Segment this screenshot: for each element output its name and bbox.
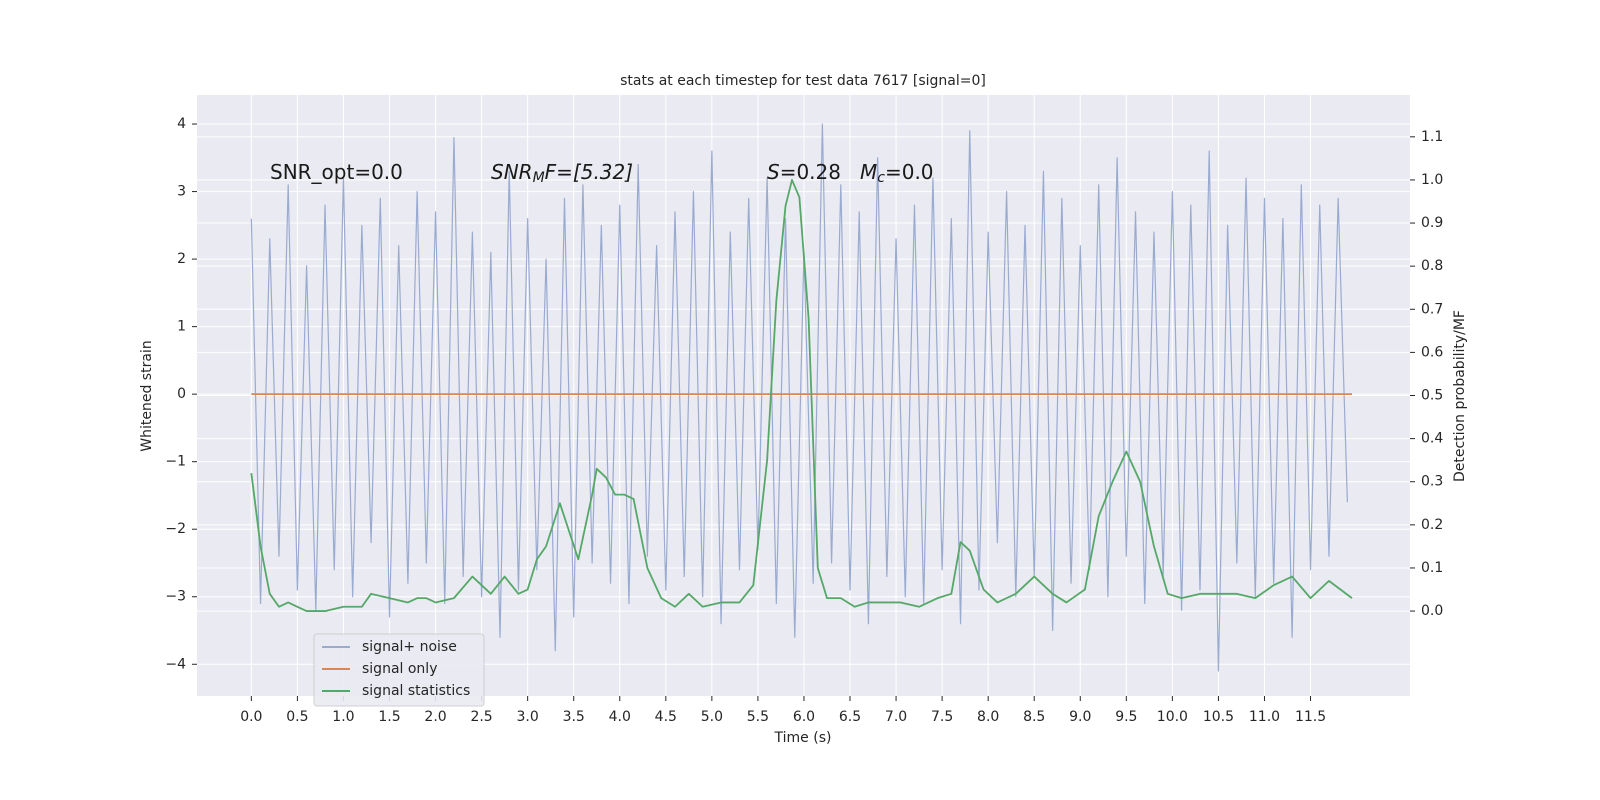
y2-tick-label: 0.1: [1421, 560, 1443, 576]
annotation-text: SNR_opt=0.0: [270, 160, 403, 184]
annotation-text: =0.28: [780, 160, 841, 184]
y2-tick-label: 0.8: [1421, 258, 1443, 274]
annotation: SNR_opt=0.0: [270, 160, 403, 184]
x-tick-label: 6.5: [839, 709, 861, 725]
x-tick-label: 8.5: [1023, 709, 1045, 725]
x-tick-label: 2.5: [470, 709, 492, 725]
y2-tick-label: 0.0: [1421, 603, 1443, 619]
x-tick-label: 1.0: [332, 709, 354, 725]
annotation-subscript: M: [533, 170, 545, 186]
legend-label: signal statistics: [362, 683, 470, 699]
annotation-text: S: [767, 160, 780, 184]
x-tick-label: 10.0: [1157, 709, 1188, 725]
y-tick-label: −3: [165, 589, 186, 605]
marks: [250, 123, 1353, 672]
annotation-text: F=[5.32]: [545, 160, 633, 184]
annotation-subscript: c: [877, 170, 885, 186]
x-tick-label: 4.5: [655, 709, 677, 725]
x-axis-label: Time (s): [774, 730, 832, 746]
x-tick-label: 5.5: [747, 709, 769, 725]
x-tick-label: 4.0: [609, 709, 631, 725]
y2-tick-label: 0.7: [1421, 301, 1443, 317]
y-tick-label: 1: [177, 319, 186, 335]
x-tick-label: 10.5: [1203, 709, 1234, 725]
legend-label: signal+ noise: [362, 639, 457, 655]
y-tick-label: 2: [177, 251, 186, 267]
annotation-text: M: [860, 160, 877, 184]
y2-tick-label: 1.0: [1421, 172, 1443, 188]
x-tick-label: 5.0: [701, 709, 723, 725]
y2-tick-label: 1.1: [1421, 129, 1443, 145]
y2-tick-label: 0.9: [1421, 215, 1443, 231]
x-tick-label: 7.0: [885, 709, 907, 725]
legend-label: signal only: [362, 661, 437, 677]
legend: signal+ noise signal only signal statistic…: [313, 633, 485, 707]
x-tick-label: 0.0: [240, 709, 262, 725]
x-tick-label: 3.0: [517, 709, 539, 725]
y-axis-label: Whitened strain: [139, 340, 155, 451]
x-tick-label: 6.0: [793, 709, 815, 725]
y2-tick-label: 0.5: [1421, 388, 1443, 404]
x-tick-label: 11.0: [1249, 709, 1280, 725]
legend-box: [313, 633, 485, 707]
x-tick-label: 2.0: [424, 709, 446, 725]
annotation: SNRMF=[5.32]: [491, 160, 633, 187]
y2-tick-label: 0.4: [1421, 431, 1443, 447]
x-tick-label: 11.5: [1295, 709, 1326, 725]
y-tick-label: −4: [165, 656, 186, 672]
y-tick-label: 0: [177, 386, 186, 402]
series-line: [250, 179, 1353, 612]
y-tick-label: 4: [177, 116, 186, 132]
x-tick-label: 9.5: [1115, 709, 1137, 725]
annotation: S=0.28 Mc=0.0: [767, 160, 934, 187]
chart-title: stats at each timestep for test data 761…: [620, 73, 986, 89]
y2-tick-label: 0.2: [1421, 517, 1443, 533]
y2-tick-label: 0.3: [1421, 474, 1443, 490]
annotation-text: =0.0: [885, 160, 934, 184]
x-tick-label: 1.5: [378, 709, 400, 725]
y-tick-label: −1: [165, 454, 186, 470]
x-tick-label: 3.5: [563, 709, 585, 725]
y-tick-label: 3: [177, 184, 186, 200]
y2-axis-label: Detection probability/MF: [1452, 310, 1468, 482]
x-tick-label: 7.5: [931, 709, 953, 725]
ticks: 0.0 0.5 1.0 1.5 2.0 2.5 3.0 3.5 4.0 4.5 5.0 5.5 6.0 6…: [165, 116, 1443, 725]
annotation-text: SNR: [491, 160, 533, 184]
series-line: [250, 123, 1348, 672]
x-tick-label: 8.0: [977, 709, 999, 725]
y-tick-label: −2: [165, 521, 186, 537]
x-tick-label: 9.0: [1069, 709, 1091, 725]
y2-tick-label: 0.6: [1421, 344, 1443, 360]
x-tick-label: 0.5: [286, 709, 308, 725]
